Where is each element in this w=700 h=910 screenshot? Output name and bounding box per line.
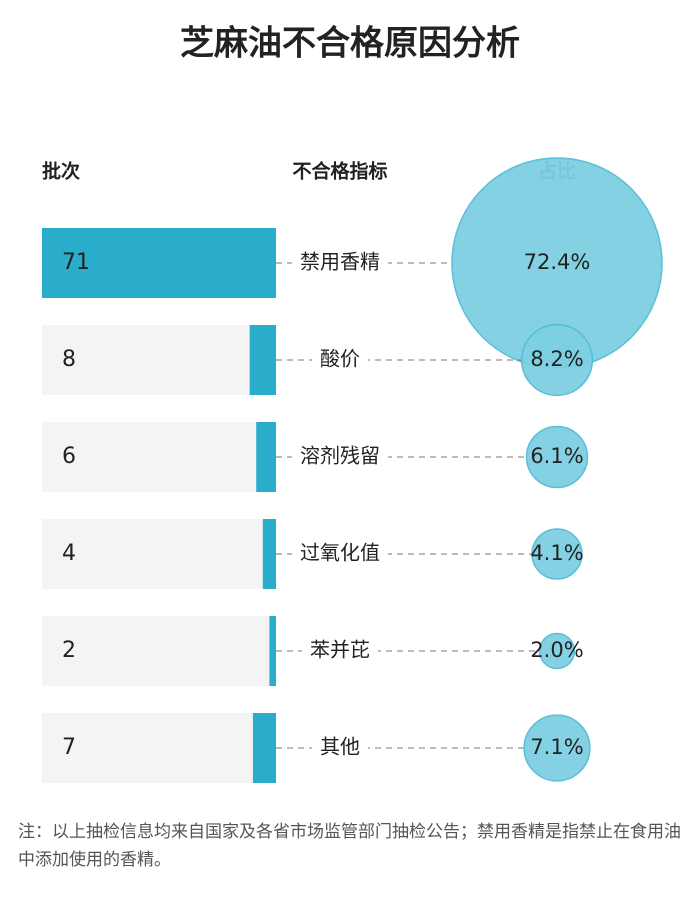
bar [252, 713, 276, 783]
label-background [312, 344, 368, 373]
share-label: 2.0% [530, 638, 583, 662]
category-label: 禁用香精 [300, 250, 380, 274]
row-background [42, 325, 276, 395]
label-background [292, 538, 388, 567]
row-background [42, 616, 276, 686]
share-label: 7.1% [530, 735, 583, 759]
row-background [42, 713, 276, 783]
bar [249, 325, 276, 395]
category-label: 过氧化值 [300, 541, 380, 565]
label-background [292, 247, 388, 276]
share-circle [531, 528, 583, 580]
category-label: 其他 [320, 735, 360, 759]
batch-label: 71 [62, 250, 90, 275]
share-circle [520, 323, 594, 397]
bar [269, 616, 276, 686]
share-circle [538, 632, 576, 670]
batch-label: 4 [62, 541, 76, 566]
batch-label: 6 [62, 444, 76, 469]
bar [256, 422, 276, 492]
bar [262, 519, 276, 589]
share-label: 4.1% [530, 541, 583, 565]
category-label: 溶剂残留 [300, 444, 380, 468]
label-background [302, 635, 378, 664]
row-background [42, 422, 276, 492]
label-background [312, 732, 368, 761]
share-label: 72.4% [524, 250, 591, 274]
column-header: 批次 [42, 160, 80, 183]
batch-label: 8 [62, 347, 76, 372]
footnote: 注：以上抽检信息均来自国家及各省市场监管部门抽检公告；禁用香精是指禁止在食用油中… [18, 822, 681, 870]
label-background [292, 441, 388, 470]
bar [42, 228, 276, 298]
chart-title: 芝麻油不合格原因分析 [180, 24, 520, 64]
share-label: 6.1% [530, 444, 583, 468]
batch-label: 7 [62, 735, 76, 760]
share-circle [523, 714, 591, 782]
row-background [42, 519, 276, 589]
share-label: 8.2% [530, 347, 583, 371]
share-circle [525, 425, 589, 489]
batch-label: 2 [62, 638, 76, 663]
category-label: 酸价 [320, 347, 360, 371]
column-header: 不合格指标 [292, 160, 387, 183]
category-label: 苯并芘 [310, 638, 370, 662]
